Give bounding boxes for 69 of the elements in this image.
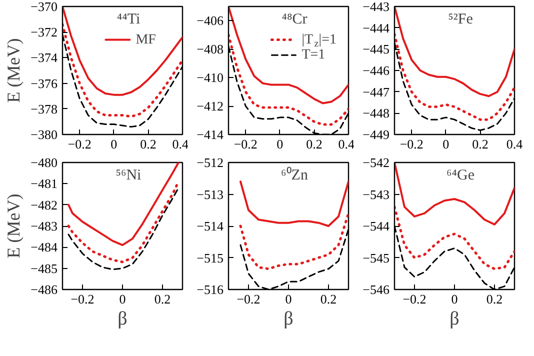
y-tick-label: −378 bbox=[30, 101, 58, 116]
legend-label: MF bbox=[136, 32, 156, 48]
x-tick-label: 0.2 bbox=[320, 292, 337, 306]
x-axis-title: β bbox=[118, 308, 128, 330]
x-tick-label: 0.4 bbox=[172, 136, 189, 152]
x-tick-label: 0.4 bbox=[338, 136, 355, 152]
y-tick-label: −446 bbox=[362, 63, 390, 78]
y-tick-label: −516 bbox=[196, 282, 224, 297]
x-tick-label: −0.2 bbox=[236, 292, 260, 306]
y-tick-label: −515 bbox=[196, 250, 224, 266]
x-tick-label: 0.2 bbox=[472, 136, 488, 152]
y-tick-label: −513 bbox=[196, 186, 224, 202]
y-tick-label: −414 bbox=[196, 127, 224, 142]
y-tick-label: −410 bbox=[196, 70, 224, 86]
x-tick-label: 0 bbox=[451, 292, 458, 306]
annotation: ⁴⁴Ti bbox=[116, 12, 140, 28]
annotation: ⁵⁶Ni bbox=[116, 168, 142, 184]
annotation: ⁶⁴Ge bbox=[446, 168, 475, 184]
y-tick-label: −542 bbox=[362, 155, 390, 170]
y-tick-label: −485 bbox=[30, 260, 58, 276]
y-tick-label: −544 bbox=[362, 218, 390, 234]
x-tick-label: −0.2 bbox=[402, 292, 426, 306]
x-tick-label: 0 bbox=[442, 136, 450, 152]
y-tick-label: −445 bbox=[362, 42, 390, 57]
y-tick-label: −380 bbox=[30, 127, 58, 142]
x-tick-label: 0.4 bbox=[506, 136, 524, 152]
x-tick-label: −0.2 bbox=[68, 136, 92, 152]
y-tick-label: −370 bbox=[30, 0, 58, 14]
y-tick-label: −448 bbox=[362, 106, 390, 121]
x-axis-title: β bbox=[450, 308, 460, 330]
y-axis-title: E (MeV) bbox=[4, 38, 24, 103]
y-tick-label: −514 bbox=[196, 218, 224, 234]
y-tick-label: −483 bbox=[30, 218, 58, 234]
y-tick-label: −484 bbox=[30, 240, 58, 255]
y-tick-label: −443 bbox=[362, 0, 390, 14]
y-tick-label: −444 bbox=[362, 20, 390, 36]
y-tick-label: −546 bbox=[362, 282, 390, 297]
y-tick-label: −406 bbox=[196, 13, 224, 28]
x-tick-label: −0.2 bbox=[400, 136, 424, 152]
y-tick-label: −412 bbox=[196, 98, 224, 114]
y-tick-label: −374 bbox=[30, 50, 58, 66]
x-tick-label: 0.2 bbox=[486, 292, 503, 306]
x-tick-label: 0.2 bbox=[140, 136, 156, 152]
x-tick-label: −0.2 bbox=[234, 136, 258, 152]
x-tick-label: 0 bbox=[110, 136, 118, 152]
annotation: ⁶⁰Zn bbox=[281, 166, 308, 184]
y-tick-label: −480 bbox=[30, 155, 58, 170]
y-tick-label: −543 bbox=[362, 186, 390, 202]
y-tick-label: −481 bbox=[30, 176, 58, 192]
x-tick-label: 0 bbox=[119, 292, 126, 306]
y-tick-label: −449 bbox=[362, 127, 390, 142]
y-tick-label: −376 bbox=[30, 76, 58, 91]
y-tick-label: −482 bbox=[30, 197, 58, 212]
x-tick-label: 0.2 bbox=[154, 292, 171, 306]
y-tick-label: −408 bbox=[196, 42, 224, 57]
x-tick-label: −0.2 bbox=[70, 292, 94, 306]
x-tick-label: 0 bbox=[285, 292, 292, 306]
y-tick-label: −447 bbox=[362, 84, 390, 100]
x-axis-title: β bbox=[284, 308, 294, 330]
y-tick-label: −486 bbox=[30, 282, 58, 297]
y-tick-label: −372 bbox=[30, 24, 58, 40]
y-tick-label: −512 bbox=[196, 155, 224, 170]
annotation: ⁵²Fe bbox=[448, 12, 474, 28]
x-tick-label: 0.2 bbox=[306, 136, 322, 152]
annotation: ⁴⁸Cr bbox=[282, 12, 308, 28]
legend-label: T=1 bbox=[302, 48, 326, 63]
y-axis-title: E (MeV) bbox=[4, 194, 24, 258]
x-tick-label: 0 bbox=[276, 136, 284, 152]
y-tick-label: −545 bbox=[362, 250, 390, 266]
